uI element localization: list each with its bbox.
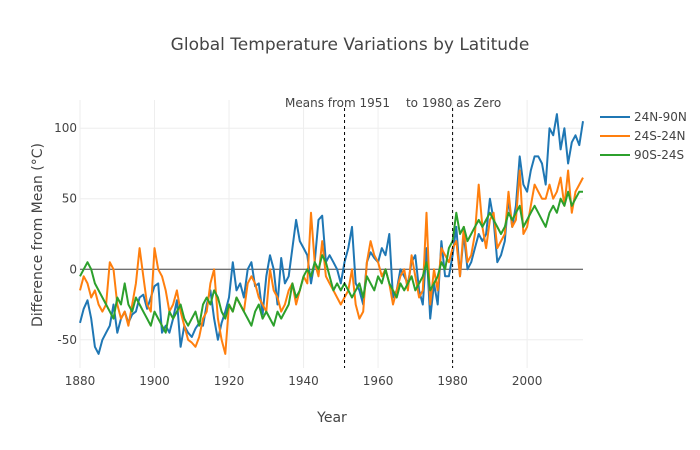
y-axis-ticks: -50 0 50 100 xyxy=(54,121,77,347)
x-tick-label: 2000 xyxy=(512,374,543,388)
x-tick-label: 1900 xyxy=(139,374,170,388)
y-tick-label: 0 xyxy=(69,262,77,276)
x-tick-label: 1880 xyxy=(65,374,96,388)
series-line-90s-24s xyxy=(79,190,583,334)
legend-label: 24S-24N xyxy=(634,129,685,143)
x-tick-label: 1980 xyxy=(437,374,468,388)
chart-title: Global Temperature Variations by Latitud… xyxy=(171,35,530,55)
series-line-24n-90n xyxy=(79,113,584,355)
x-axis-ticks: 1880 1900 1920 1940 1960 1980 2000 xyxy=(65,374,543,388)
grid xyxy=(79,100,583,368)
series-lines xyxy=(79,113,584,355)
y-axis-title: Difference from Mean (°C) xyxy=(30,143,46,327)
x-tick-label: 1940 xyxy=(288,374,319,388)
legend: 24N-90N 24S-24N 90S-24S xyxy=(600,110,687,162)
annotation: Means from 1951 to 1980 as Zero xyxy=(285,96,501,368)
x-tick-label: 1960 xyxy=(363,374,394,388)
series-line-24s-24n xyxy=(79,169,584,355)
legend-label: 24N-90N xyxy=(634,110,687,124)
annotation-text-left: Means from 1951 xyxy=(285,96,390,110)
y-tick-label: -50 xyxy=(57,333,77,347)
legend-label: 90S-24S xyxy=(634,148,684,162)
x-tick-label: 1920 xyxy=(214,374,245,388)
y-tick-label: 100 xyxy=(54,121,77,135)
annotation-text-right: to 1980 as Zero xyxy=(406,96,501,110)
x-axis-title: Year xyxy=(316,410,347,426)
y-tick-label: 50 xyxy=(62,192,77,206)
